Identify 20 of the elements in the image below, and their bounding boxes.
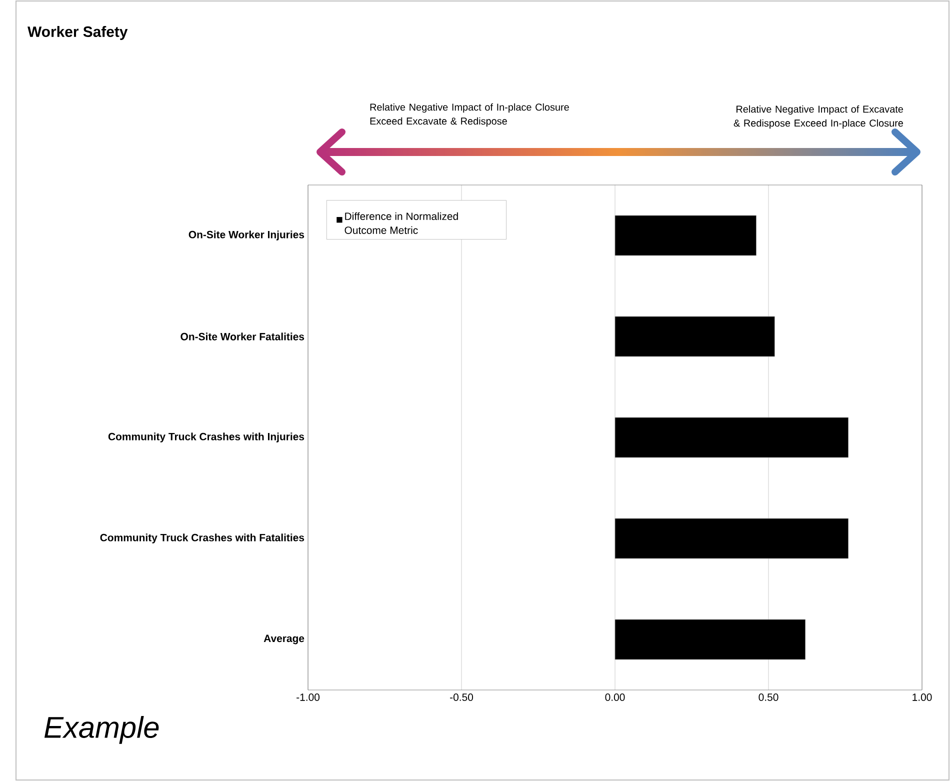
bar — [614, 316, 775, 357]
y-tick-label: Average — [264, 634, 304, 644]
x-tick-label: -0.50 — [450, 694, 474, 701]
x-tick-label: 1.00 — [912, 694, 932, 701]
bar — [614, 619, 806, 660]
text: Relative Negative Impact of Excavate & Redispose Exceed In-place Closure — [734, 105, 904, 129]
legend-label: Difference in Normalized Outcome Metric — [344, 212, 458, 234]
bar — [614, 215, 756, 256]
y-tick-label: Community Truck Crashes with Fatalities — [100, 534, 304, 544]
x-tick-label: 0.00 — [605, 694, 625, 701]
x-tick-label: 0.50 — [758, 694, 778, 701]
y-tick-label: On-Site Worker Injuries — [188, 230, 304, 240]
bar — [614, 518, 849, 559]
bar — [614, 417, 849, 458]
text: Example — [44, 716, 159, 744]
y-tick-label: Community Truck Crashes with Injuries — [108, 432, 304, 442]
text: Worker Safety — [28, 26, 128, 40]
x-tick-label: -1.00 — [296, 694, 320, 701]
y-tick-label: On-Site Worker Fatalities — [180, 332, 304, 340]
text: Relative Negative Impact of In-place Closure Exceed Excavate & Redispose — [370, 103, 569, 127]
